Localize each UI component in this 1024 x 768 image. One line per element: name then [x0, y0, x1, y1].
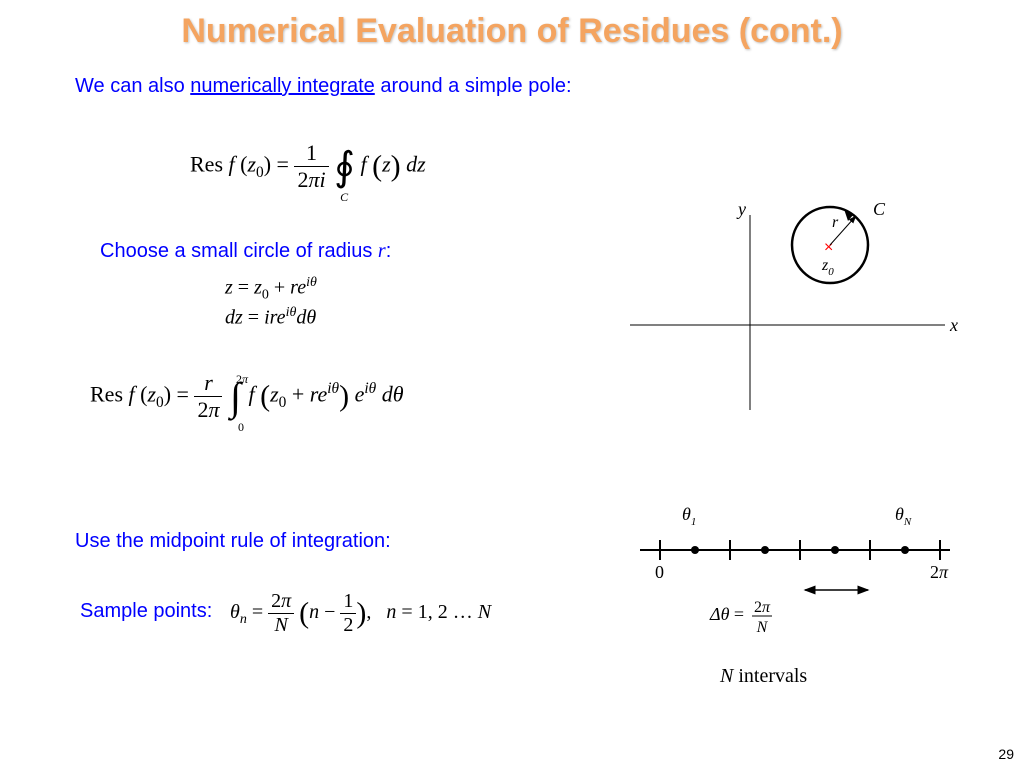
page-number: 29 [998, 746, 1014, 762]
svg-text:2π: 2π [754, 599, 771, 616]
equation-residue-theta: Res f (z0) = r2π 2π ∫ 0 f (z0 + reiθ) ei… [90, 370, 404, 423]
x-axis-label: x [949, 315, 958, 335]
contour-diagram: x y C × r z0 [610, 195, 980, 425]
nintervals-text: intervals [733, 665, 807, 687]
intro-text: We can also numerically integrate around… [75, 75, 572, 98]
thetaN-label: θN [895, 504, 912, 528]
contour-label: C [873, 199, 886, 219]
y-axis-label: y [736, 199, 746, 219]
svg-text:N: N [756, 619, 769, 636]
equation-z-param: z = z0 + reiθ [225, 275, 317, 304]
delta-theta-label: Δθ = [709, 604, 744, 624]
choose-text: Choose a small circle of radius r: [100, 240, 391, 263]
theta1-label: θ1 [682, 504, 696, 528]
interval-start: 0 [655, 562, 664, 582]
intro-pre: We can also [75, 75, 190, 97]
radius-label: r [832, 214, 839, 231]
equation-residue-integral: Res f (z0) = 12πi ∮ C f (z) dz [190, 140, 426, 193]
intro-underline: numerically integrate [190, 75, 375, 97]
interval-end: 2π [930, 562, 949, 582]
interval-diagram: 0 2π θ1 θN Δθ = 2π N [610, 490, 980, 660]
intro-post: around a simple pole: [375, 75, 572, 97]
sample-points-label: Sample points: [80, 600, 212, 623]
n-intervals-label: N intervals [720, 665, 807, 688]
pole-marker-icon: × [824, 239, 833, 256]
equation-dz: dz = ireiθdθ [225, 305, 316, 330]
slide-title: Numerical Evaluation of Residues (cont.) [0, 0, 1024, 51]
midpoint-text: Use the midpoint rule of integration: [75, 530, 391, 553]
choose-post: : [386, 240, 392, 262]
nintervals-var: N [720, 665, 733, 687]
choose-pre: Choose a small circle of radius [100, 240, 378, 262]
choose-var: r [378, 240, 386, 262]
center-label: z0 [821, 257, 834, 278]
equation-sample-points: θn = 2πN (n − 12), n = 1, 2 … N [230, 590, 491, 637]
